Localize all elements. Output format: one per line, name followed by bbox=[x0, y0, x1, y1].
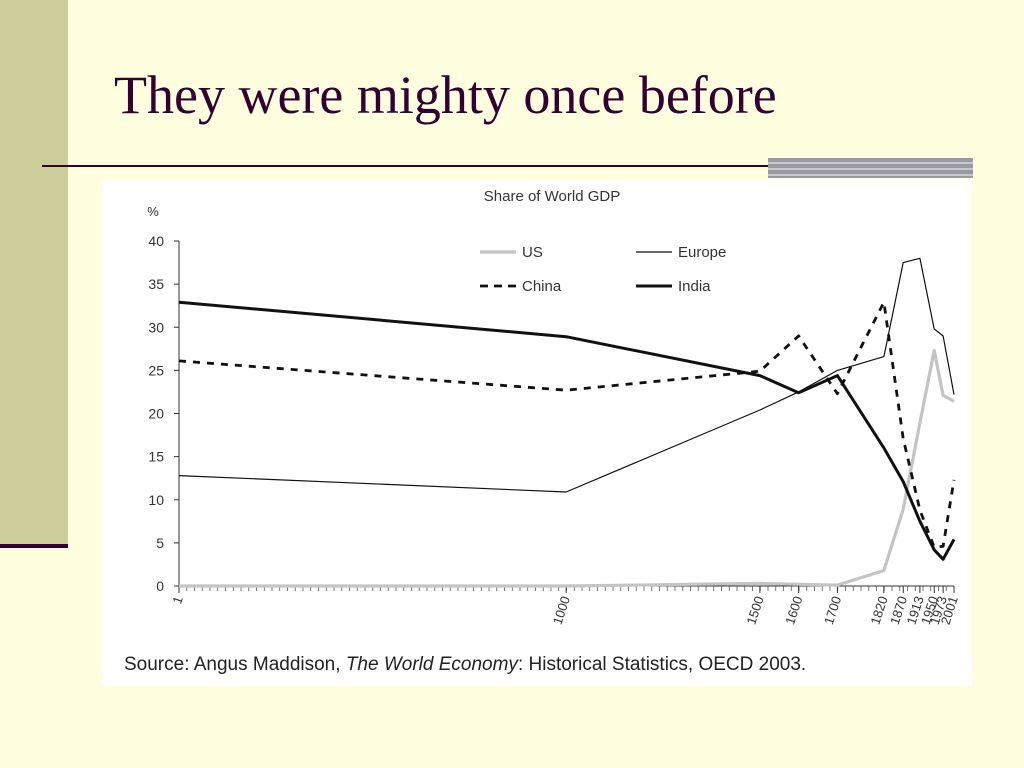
source-note: Source: Angus Maddison, The World Econom… bbox=[124, 654, 806, 676]
x-tick-label: 1500 bbox=[744, 594, 767, 626]
x-tick-label: 1 bbox=[169, 594, 186, 606]
y-tick-label: 15 bbox=[148, 449, 164, 465]
x-tick-label: 1600 bbox=[782, 594, 805, 626]
series-line-china bbox=[178, 300, 956, 549]
chart-panel: Share of World GDP% 0 5 10 15 20 25 30 35 40 1 1000… bbox=[102, 180, 972, 686]
x-tick-label: 1000 bbox=[550, 594, 573, 626]
slide-title: They were mighty once before bbox=[114, 65, 777, 125]
title-rule bbox=[42, 165, 972, 167]
source-suffix: : Historical Statistics, OECD 2003. bbox=[517, 654, 807, 675]
legend-label-india: India bbox=[678, 278, 711, 295]
legend-label-us: US bbox=[522, 244, 543, 261]
y-tick-label: 40 bbox=[148, 233, 164, 249]
title-accent-bar bbox=[768, 158, 973, 178]
series-line-india bbox=[178, 300, 956, 561]
y-tick-label: 5 bbox=[156, 535, 164, 551]
series-line-europe bbox=[178, 257, 955, 493]
y-tick-label: 0 bbox=[156, 578, 164, 594]
x-tick-label: 1700 bbox=[821, 594, 844, 626]
legend-label-europe: Europe bbox=[678, 244, 726, 261]
y-tick-label: 10 bbox=[148, 492, 164, 508]
source-italic: The World Economy bbox=[345, 654, 518, 675]
side-band-edge bbox=[0, 544, 68, 548]
y-tick-label: 35 bbox=[148, 276, 164, 292]
side-band bbox=[0, 0, 68, 548]
legend-label-china: China bbox=[522, 278, 562, 295]
gdp-share-chart: Share of World GDP% 0 5 10 15 20 25 30 35 40 1 1000… bbox=[147, 188, 961, 626]
chart-title: Share of World GDP bbox=[484, 188, 620, 205]
y-tick-label: 30 bbox=[148, 319, 164, 335]
y-tick-label: 20 bbox=[148, 406, 164, 422]
source-prefix: Source: Angus Maddison, bbox=[124, 654, 346, 675]
y-axis-label: % bbox=[147, 204, 159, 219]
series-line-us bbox=[179, 348, 955, 588]
y-tick-label: 25 bbox=[148, 362, 164, 378]
